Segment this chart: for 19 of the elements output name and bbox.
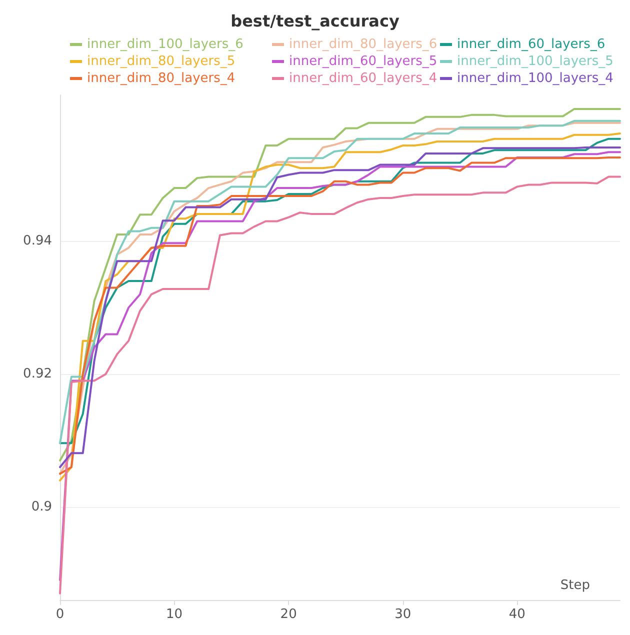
x-tick-label: 40 bbox=[508, 607, 526, 622]
legend-label: inner_dim_100_layers_4 bbox=[457, 71, 614, 86]
legend-label: inner_dim_100_layers_6 bbox=[87, 37, 244, 52]
legend-label: inner_dim_60_layers_5 bbox=[289, 54, 438, 69]
y-tick-label: 0.9 bbox=[31, 499, 52, 514]
x-axis-title: Step bbox=[560, 578, 590, 593]
x-tick-label: 30 bbox=[394, 607, 412, 622]
legend-label: inner_dim_80_layers_4 bbox=[87, 71, 236, 86]
legend-label: inner_dim_80_layers_6 bbox=[289, 37, 438, 52]
legend-label: inner_dim_60_layers_4 bbox=[289, 71, 438, 86]
x-tick-label: 0 bbox=[56, 607, 64, 622]
x-tick-label: 10 bbox=[166, 607, 183, 622]
legend-label: inner_dim_80_layers_5 bbox=[87, 54, 236, 69]
chart-title: best/test_accuracy bbox=[230, 12, 400, 30]
y-tick-label: 0.92 bbox=[23, 366, 52, 382]
y-tick-label: 0.94 bbox=[23, 234, 52, 249]
x-tick-label: 20 bbox=[280, 607, 297, 622]
legend-label: inner_dim_100_layers_5 bbox=[457, 54, 614, 69]
legend-label: inner_dim_60_layers_6 bbox=[457, 37, 606, 52]
